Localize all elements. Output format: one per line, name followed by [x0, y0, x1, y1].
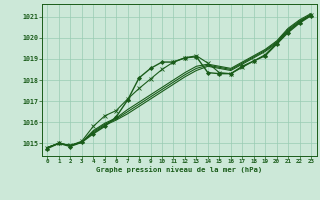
- X-axis label: Graphe pression niveau de la mer (hPa): Graphe pression niveau de la mer (hPa): [96, 167, 262, 173]
